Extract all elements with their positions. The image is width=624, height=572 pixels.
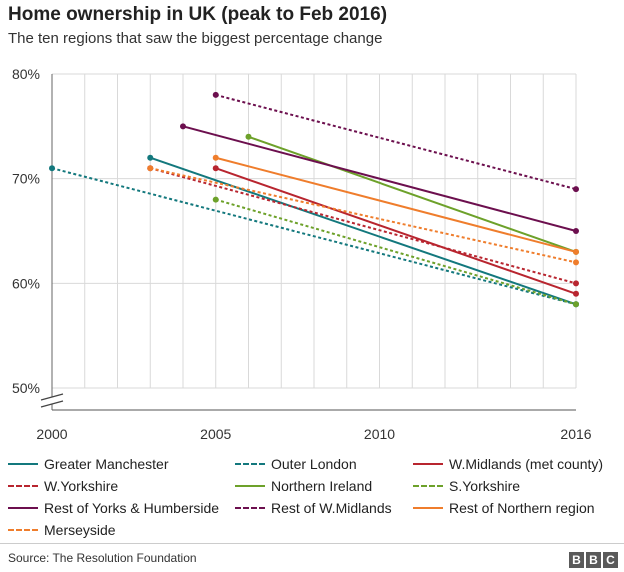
data-point bbox=[573, 248, 579, 255]
legend-swatch bbox=[413, 485, 443, 487]
legend-item: Rest of W.Midlands bbox=[235, 498, 392, 518]
series-line bbox=[51, 167, 577, 306]
x-tick-label: 2016 bbox=[560, 426, 591, 442]
legend-item: W.Yorkshire bbox=[8, 476, 118, 496]
legend-item: Northern Ireland bbox=[235, 476, 372, 496]
series-line bbox=[182, 125, 577, 232]
source-note: Source: The Resolution Foundation bbox=[8, 551, 197, 565]
data-point bbox=[147, 165, 154, 172]
footer-divider bbox=[0, 543, 624, 544]
x-tick-label: 2005 bbox=[200, 426, 231, 442]
data-point bbox=[573, 280, 579, 287]
legend-swatch bbox=[235, 485, 265, 487]
y-tick-label: 80% bbox=[12, 66, 40, 82]
legend: Greater Manchester Outer London W.Midlands… bbox=[8, 454, 620, 544]
legend-label: Rest of W.Midlands bbox=[271, 500, 392, 516]
legend-label: S.Yorkshire bbox=[449, 478, 521, 494]
legend-swatch bbox=[8, 507, 38, 509]
x-tick-label: 2000 bbox=[36, 426, 67, 442]
bbc-logo: B B C bbox=[569, 552, 618, 568]
legend-item: Outer London bbox=[235, 454, 357, 474]
legend-item: W.Midlands (met county) bbox=[413, 454, 603, 474]
y-tick-label: 50% bbox=[12, 380, 40, 396]
legend-item: Greater Manchester bbox=[8, 454, 169, 474]
bbc-logo-letter-3: C bbox=[603, 552, 618, 568]
legend-label: Rest of Northern region bbox=[449, 500, 595, 516]
legend-swatch bbox=[413, 507, 443, 509]
chart-subtitle: The ten regions that saw the biggest per… bbox=[8, 30, 383, 47]
data-point bbox=[180, 123, 186, 130]
bbc-logo-letter-1: B bbox=[569, 552, 584, 568]
y-tick-label: 60% bbox=[12, 275, 40, 291]
legend-label: Greater Manchester bbox=[44, 456, 169, 472]
legend-swatch bbox=[8, 485, 38, 487]
legend-label: W.Midlands (met county) bbox=[449, 456, 604, 472]
chart-title: Home ownership in UK (peak to Feb 2016) bbox=[8, 4, 388, 25]
legend-item: S.Yorkshire bbox=[413, 476, 520, 496]
data-point bbox=[49, 165, 55, 172]
legend-item: Rest of Yorks & Humberside bbox=[8, 498, 219, 518]
data-point bbox=[212, 91, 219, 98]
line-chart: 50% 60% 70% 80% 2000 2005 2010 2016 bbox=[12, 66, 592, 442]
legend-swatch bbox=[8, 529, 38, 531]
series-line bbox=[150, 167, 577, 264]
data-point bbox=[212, 196, 219, 203]
legend-swatch bbox=[235, 507, 265, 509]
series-line bbox=[215, 198, 577, 306]
legend-label: Rest of Yorks & Humberside bbox=[44, 500, 220, 516]
data-point bbox=[245, 133, 252, 140]
data-point bbox=[573, 186, 579, 193]
axes: 50% 60% 70% 80% 2000 2005 2010 2016 bbox=[12, 66, 592, 442]
bbc-logo-letter-2: B bbox=[586, 552, 601, 568]
data-point bbox=[573, 290, 579, 297]
legend-item: Merseyside bbox=[8, 520, 116, 540]
legend-label: Outer London bbox=[271, 456, 357, 472]
data-point bbox=[573, 228, 579, 234]
legend-item: Rest of Northern region bbox=[413, 498, 595, 518]
legend-label: Merseyside bbox=[44, 522, 116, 538]
x-tick-label: 2010 bbox=[364, 426, 395, 442]
series-line bbox=[215, 156, 577, 253]
data-point bbox=[212, 154, 219, 161]
axis-break-mark bbox=[40, 393, 64, 401]
series-line bbox=[215, 167, 577, 295]
series-line bbox=[149, 167, 577, 285]
series-line bbox=[248, 135, 577, 253]
series-lines bbox=[49, 91, 579, 308]
data-point bbox=[573, 259, 579, 266]
data-point bbox=[212, 165, 219, 172]
series-line bbox=[215, 93, 577, 191]
data-point bbox=[573, 301, 579, 308]
legend-swatch bbox=[235, 463, 265, 465]
series-line bbox=[149, 156, 577, 306]
legend-label: W.Yorkshire bbox=[44, 478, 119, 494]
data-point bbox=[147, 154, 154, 161]
axis-break-mark bbox=[40, 400, 64, 408]
y-tick-label: 70% bbox=[12, 171, 40, 187]
legend-label: Northern Ireland bbox=[271, 478, 373, 494]
legend-swatch bbox=[413, 463, 443, 465]
legend-swatch bbox=[8, 463, 38, 465]
